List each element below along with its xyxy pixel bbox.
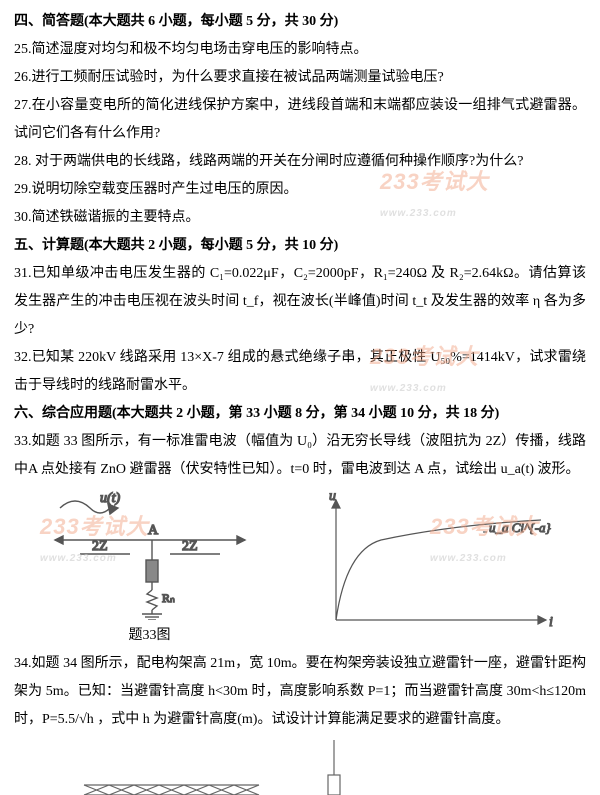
question-25: 25.简述湿度对均匀和极不均匀电场击穿电压的影响特点。 [14, 36, 586, 64]
r-label: Rₙ [162, 591, 175, 605]
figure-33-right: u i u_a Ci^{-a} [311, 490, 561, 640]
i-axis-label: i [549, 615, 553, 630]
question-28: 28. 对于两端供电的长线路，线路两端的开关在分闸时应遵循何种操作顺序?为什么? [14, 148, 586, 176]
section-6-title: 六、综合应用题(本大题共 2 小题，第 33 小题 8 分，第 34 小题 10… [14, 400, 586, 428]
exam-page: 233考试大 www.233.com 233考试大 www.233.com 23… [0, 0, 600, 795]
figure-33-container: u(t) 2Z 2Z A [14, 490, 586, 650]
u-t-label: u(t) [100, 491, 121, 506]
section-5-title: 五、计算题(本大题共 2 小题，每小题 5 分，共 10 分) [14, 232, 586, 260]
question-31: 31.已知单级冲击电压发生器的 C₁=0.022μF，C₂=2000pF，R₁=… [14, 260, 586, 344]
z-label-right: 2Z [182, 539, 198, 554]
question-34: 34.如题 34 图所示，配电构架高 21m，宽 10m。要在构架旁装设独立避雷… [14, 650, 586, 734]
question-27: 27.在小容量变电所的简化进线保护方案中，进线段首端和末端都应装设一组排气式避雷… [14, 92, 586, 148]
u-axis-label: u [329, 490, 336, 504]
section-4-title: 四、简答题(本大题共 6 小题，每小题 5 分，共 30 分) [14, 8, 586, 36]
figure-34-partial [14, 740, 574, 795]
question-33: 33.如题 33 图所示，有一标准雷电波（幅值为 U₀）沿无穷长导线（波阻抗为 … [14, 428, 586, 484]
figure-33-caption: 题33图 [40, 622, 260, 650]
circuit-diagram: u(t) 2Z 2Z A [40, 490, 260, 620]
iv-curve: u i u_a Ci^{-a} [311, 490, 561, 640]
question-30: 30.简述铁磁谐振的主要特点。 [14, 204, 586, 232]
curve-label: u_a Ci^{-a} [489, 520, 552, 535]
question-32: 32.已知某 220kV 线路采用 13×X-7 组成的悬式绝缘子串，其正极性 … [14, 344, 586, 400]
figure-33-left: u(t) 2Z 2Z A [40, 490, 260, 650]
z-label-left: 2Z [92, 539, 108, 554]
a-label: A [148, 523, 159, 538]
question-26: 26.进行工频耐压试验时，为什么要求直接在被试品两端测量试验电压? [14, 64, 586, 92]
question-29: 29.说明切除空载变压器时产生过电压的原因。 [14, 176, 586, 204]
